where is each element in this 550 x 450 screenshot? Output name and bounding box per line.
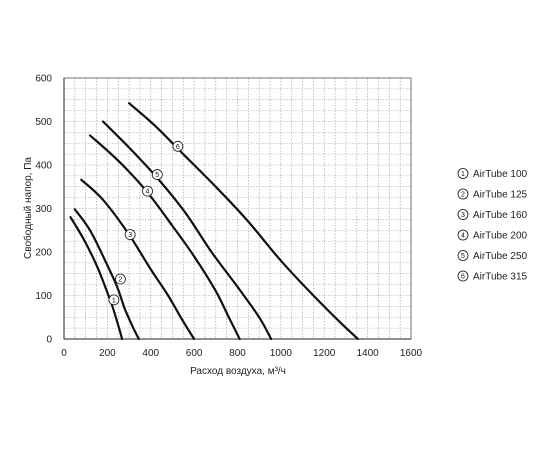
- series-marker-number: 5: [155, 172, 159, 179]
- legend-marker-circle: [457, 209, 469, 220]
- series-marker-2: 2: [114, 273, 126, 285]
- legend-label: AirTube 315: [473, 272, 528, 283]
- x-tick-label: 200: [99, 348, 116, 359]
- x-tick-label: 1000: [270, 348, 293, 359]
- legend-item-3: 3 AirTube 160: [457, 209, 528, 221]
- legend-item-1: 1 AirTube 100: [457, 168, 528, 180]
- legend-label: AirTube 100: [473, 169, 528, 180]
- series-marker-circle: [124, 229, 136, 241]
- x-tick-label: 1600: [400, 348, 423, 359]
- legend-marker-number: 3: [461, 212, 465, 219]
- legend-marker-circle: [457, 270, 469, 282]
- series-line-6: [128, 102, 359, 341]
- series-marker-5: 5: [151, 169, 163, 180]
- series-marker-circle: [108, 294, 120, 306]
- series-marker-1: 1: [108, 294, 120, 306]
- y-axis-title: Свободный напор, Па: [22, 157, 34, 259]
- legend-item-4: 4 AirTube 200: [457, 229, 528, 242]
- legend-marker-number: 4: [461, 233, 465, 240]
- series-marker-circle: [114, 273, 126, 285]
- y-tick-label: 100: [35, 291, 52, 302]
- series-line-5: [101, 120, 273, 341]
- legend-item-2: 2 AirTube 125: [457, 188, 528, 201]
- series-line-1: [69, 216, 124, 341]
- x-tick-label: 1400: [357, 348, 380, 359]
- series-marker-circle: [172, 140, 184, 152]
- legend-marker-circle: [457, 229, 469, 241]
- x-tick-label: 600: [186, 348, 203, 359]
- legend-marker-number: 6: [461, 274, 465, 281]
- series-lines: [69, 102, 359, 341]
- legend-label: AirTube 200: [473, 231, 528, 242]
- x-tick-labels: 0 200 400 600 800 1000 1200 1400 1600: [61, 348, 422, 359]
- series-marker-number: 2: [118, 276, 122, 283]
- y-tick-labels: 0 100 200 300 400 500 600: [35, 74, 52, 346]
- legend-marker-circle: [457, 188, 469, 200]
- x-axis-title: Расход воздуха, м³/ч: [190, 366, 286, 377]
- legend-item-6: 6 AirTube 315: [457, 270, 528, 283]
- series-line-3: [80, 178, 196, 341]
- legend: 1 AirTube 100 2 AirTube 125 3 AirTube 160 4 Air…: [457, 168, 528, 283]
- y-tick-label: 600: [35, 74, 52, 85]
- legend-label: AirTube 250: [473, 251, 528, 262]
- series-markers: 1 2 3 4 5 6: [108, 140, 184, 306]
- x-tick-label: 800: [229, 348, 246, 359]
- legend-marker-circle: [457, 250, 469, 261]
- grid: [63, 77, 412, 340]
- legend-item-5: 5 AirTube 250: [457, 250, 528, 262]
- series-marker-6: 6: [172, 140, 184, 152]
- y-tick-label: 500: [35, 117, 52, 128]
- legend-label: AirTube 125: [473, 190, 528, 201]
- legend-marker-number: 5: [461, 253, 465, 260]
- series-marker-3: 3: [124, 229, 136, 241]
- series-line-2: [73, 208, 140, 341]
- legend-marker-number: 2: [461, 192, 465, 199]
- legend-marker-circle: [457, 168, 469, 179]
- legend-label: AirTube 160: [473, 210, 528, 221]
- series-marker-number: 6: [176, 144, 180, 151]
- y-tick-label: 400: [35, 161, 52, 172]
- legend-marker-number: 1: [461, 171, 465, 178]
- series-marker-number: 3: [128, 232, 132, 239]
- series-marker-circle: [142, 185, 153, 197]
- x-tick-label: 1200: [313, 348, 336, 359]
- y-tick-label: 0: [46, 335, 52, 346]
- series-line-4: [88, 134, 241, 341]
- series-marker-number: 4: [146, 189, 150, 196]
- series-marker-number: 1: [112, 297, 116, 304]
- series-marker-circle: [151, 169, 163, 180]
- x-tick-label: 0: [61, 348, 67, 359]
- x-tick-label: 400: [142, 348, 159, 359]
- series-marker-4: 4: [142, 185, 153, 197]
- y-tick-label: 200: [35, 248, 52, 259]
- y-tick-label: 300: [35, 204, 52, 215]
